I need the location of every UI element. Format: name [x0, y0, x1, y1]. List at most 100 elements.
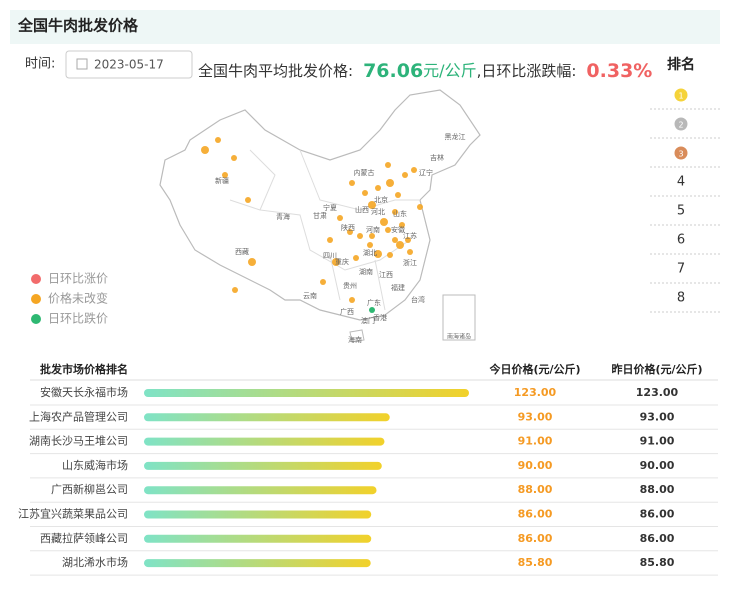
map-label: 海南: [348, 335, 362, 344]
market-dot: [385, 227, 391, 233]
market-dot: [231, 155, 237, 161]
table-header: 今日价格(元/公斤): [488, 362, 580, 376]
market-name: 湖南长沙马王堆公司: [29, 435, 128, 448]
market-dot: [369, 307, 375, 313]
rank-medal: [673, 145, 689, 161]
market-dot: [349, 297, 355, 303]
map-label: 青海: [276, 212, 290, 221]
summary-label: 全国牛肉平均批发价格:: [198, 62, 353, 80]
market-name: 山东威海市场: [62, 458, 128, 472]
map-label: 河北: [371, 208, 385, 216]
map-label: 广西: [340, 307, 354, 316]
yesterday-price: 86.00: [640, 508, 675, 521]
market-dot: [374, 250, 382, 258]
market-dot: [411, 167, 417, 173]
legend-label: 日环比跌价: [48, 311, 108, 326]
rank-number: 3: [678, 150, 683, 159]
map-label: 新疆: [215, 176, 229, 185]
map-label: 陕西: [341, 223, 355, 232]
market-dot: [407, 249, 413, 255]
market-dot: [368, 201, 376, 209]
china-outline: [159, 89, 481, 321]
date-input[interactable]: [65, 50, 193, 79]
market-dot: [387, 252, 393, 258]
market-name: 湖北浠水市场: [62, 555, 128, 569]
market-dot: [337, 215, 343, 221]
rank-number: 2: [678, 121, 683, 130]
table-header: 昨日价格(元/公斤): [611, 362, 702, 376]
market-dot: [248, 258, 256, 266]
market-dot: [245, 197, 251, 203]
map-label: 内蒙古: [354, 168, 375, 177]
map-label: 安徽: [391, 225, 405, 234]
change-label: ,日环比涨跌幅:: [477, 62, 577, 80]
today-price: 123.00: [514, 386, 557, 399]
market-dot: [201, 146, 209, 154]
market-dot: [215, 137, 221, 143]
price-bar: [144, 510, 372, 519]
yesterday-price: 91.00: [640, 435, 675, 448]
price-bar: [144, 389, 469, 397]
map-label: 澳门: [361, 316, 375, 325]
map-label: 重庆: [335, 257, 349, 266]
market-dot: [417, 204, 423, 210]
map-label: 浙江: [403, 258, 417, 267]
calendar-icon: [76, 58, 88, 70]
title-bar: [10, 10, 720, 44]
avg-price: 76.06: [363, 60, 423, 82]
yesterday-price: 88.00: [640, 483, 675, 496]
map-label: 山东: [393, 209, 407, 218]
map-label: 云南: [303, 291, 317, 300]
price-bar: [144, 559, 371, 568]
map-label: 甘肃: [313, 211, 327, 220]
table-header: 批发市场价格排名: [40, 362, 128, 376]
market-dot: [222, 172, 228, 178]
south-sea-box: [442, 294, 476, 341]
rank-title: 排名: [667, 56, 695, 73]
map-label: 西藏: [235, 247, 249, 256]
map-label: 江苏: [403, 231, 417, 240]
map-label: 宁夏: [323, 203, 337, 212]
market-dot: [399, 222, 405, 228]
today-price: 88.00: [518, 483, 553, 496]
price-bar: [144, 437, 385, 446]
map-label: 南海诸岛: [447, 333, 471, 341]
rank-medal: [673, 116, 689, 132]
market-name: 江苏宜兴蔬菜果品公司: [18, 507, 128, 521]
market-dot: [396, 241, 404, 249]
today-price: 93.00: [518, 410, 553, 423]
legend-swatch: [31, 274, 41, 284]
map-label: 山西: [355, 205, 369, 214]
rank-medal: [673, 87, 689, 103]
today-price: 86.00: [518, 532, 553, 545]
province-borders: [229, 149, 420, 311]
map-label: 福建: [391, 283, 405, 292]
yesterday-price: 93.00: [640, 410, 675, 423]
rank-number: 4: [677, 175, 685, 190]
legend-label: 价格未改变: [48, 291, 108, 306]
rank-number: 5: [677, 204, 685, 219]
map-label: 河南: [366, 225, 380, 234]
market-dot: [320, 279, 326, 285]
yesterday-price: 86.00: [640, 532, 675, 545]
market-name: 西藏拉萨领峰公司: [40, 531, 128, 545]
market-dot: [353, 255, 359, 261]
rank-number: 7: [677, 262, 685, 277]
market-dot: [367, 242, 373, 248]
today-price: 86.00: [518, 508, 553, 521]
map-label: 江西: [379, 271, 393, 279]
market-dot: [392, 237, 398, 243]
rank-number: 1: [678, 92, 683, 101]
market-dot: [357, 233, 363, 239]
today-price: 90.00: [518, 459, 553, 472]
summary: 全国牛肉平均批发价格: 76.06元/公斤,日环比涨跌幅: 0.33%: [198, 60, 652, 82]
map-label: 北京: [374, 195, 388, 204]
market-dot: [349, 180, 355, 186]
date-value: 2023-05-17: [94, 58, 164, 72]
price-unit: 元/公斤: [423, 61, 476, 80]
yesterday-price: 90.00: [640, 459, 675, 472]
change-value: 0.33%: [586, 60, 652, 82]
